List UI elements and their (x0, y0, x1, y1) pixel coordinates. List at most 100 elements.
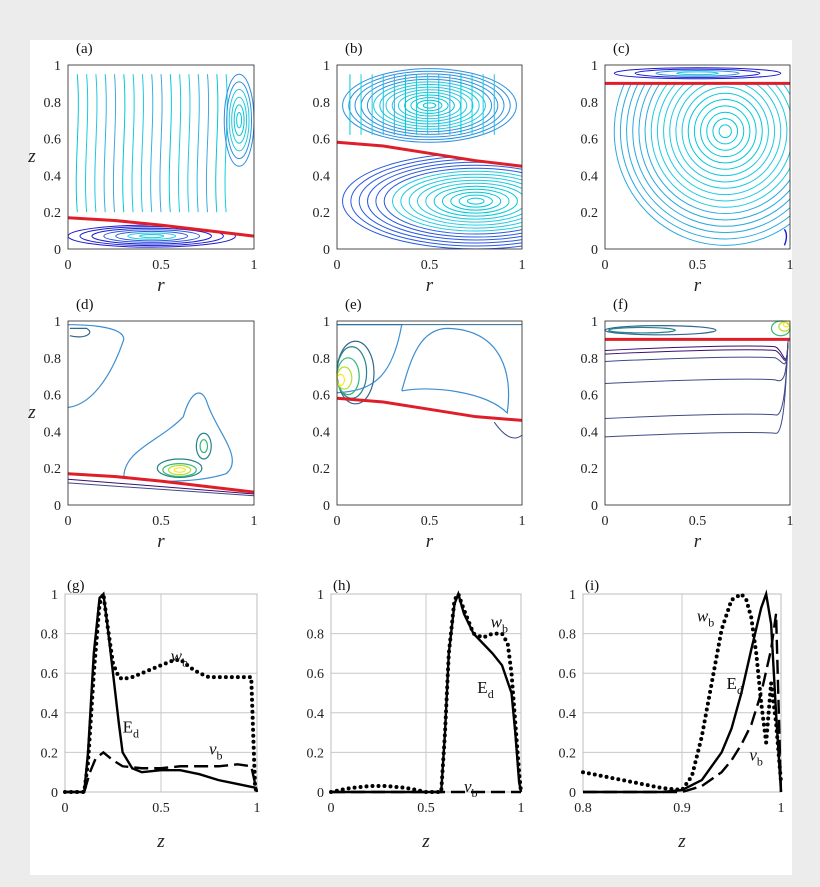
contour-line (410, 97, 449, 114)
contour-line (167, 464, 192, 476)
contour-line (123, 392, 233, 482)
contour-line (400, 173, 522, 229)
contour-line (634, 68, 761, 78)
y-tick-label: 0.2 (581, 462, 599, 477)
contour-line (122, 74, 126, 213)
x-tick-label: 0.5 (689, 258, 707, 273)
contour-line (422, 102, 437, 109)
series-line-Ed (583, 589, 783, 794)
contour-line (669, 83, 782, 189)
x-tick-label: 0.5 (689, 514, 707, 529)
contour-line (604, 339, 789, 361)
y-tick-label: 0.2 (44, 206, 62, 221)
y-tick-label: 0.8 (44, 352, 62, 367)
contour-line (342, 68, 517, 143)
y-tick-label: 0.6 (581, 133, 599, 148)
contour-line (348, 70, 511, 141)
series-label-sub: b (182, 655, 188, 669)
x-axis-label: r (157, 275, 165, 296)
x-tick-label: 1 (787, 258, 794, 273)
panel-label: (i) (585, 578, 599, 594)
contour-line (366, 78, 493, 133)
contour-line (441, 188, 510, 214)
series-line-wb (63, 593, 259, 794)
contour-line (604, 339, 789, 385)
contour-line (706, 111, 745, 151)
contour-line (608, 326, 676, 334)
series-line-Ed (65, 591, 258, 794)
x-tick-label: 0.5 (152, 514, 170, 529)
contour-line (195, 432, 212, 460)
y-tick-label: 1 (323, 59, 330, 74)
contour-line (103, 74, 107, 213)
contour-line (782, 321, 790, 328)
contour-line (85, 74, 89, 213)
x-tick-label: 0.5 (421, 514, 439, 529)
interface-line (336, 396, 523, 422)
series-label-base: E (727, 674, 737, 693)
series-label-base: w (171, 646, 183, 665)
contour-line (139, 234, 165, 239)
interface-line (336, 140, 523, 168)
series-label-sub: d (488, 687, 494, 701)
contour-line (156, 458, 203, 478)
panel-c: 0 0.2 0.4 0.6 0.8 1 0 0.5 1 r (c) (581, 41, 794, 296)
series-label-vb: vb (464, 777, 478, 800)
line-panels-background (30, 565, 792, 875)
y-tick-label: 0.6 (44, 389, 62, 404)
y-tick-label: 1 (323, 315, 330, 330)
y-tick-label: 0.8 (313, 352, 331, 367)
plot-area (337, 321, 522, 505)
panel-label: (d) (76, 297, 94, 313)
y-tick-label: 0 (591, 499, 598, 514)
contour-line (69, 327, 91, 338)
contour-line (168, 74, 172, 213)
y-tick-label: 0.4 (44, 425, 62, 440)
x-axis-label: z (156, 831, 165, 852)
series-line-wb (581, 591, 783, 793)
contour-line (67, 478, 255, 495)
interface-line (67, 472, 255, 494)
panel-label: (a) (76, 41, 93, 57)
y-tick-label: 0.6 (307, 667, 325, 682)
contour-line (67, 482, 255, 497)
x-tick-label: 0 (65, 514, 72, 529)
series-label-Ed: Ed (727, 674, 743, 697)
x-axis-label: r (694, 531, 702, 552)
contour-line (493, 421, 523, 439)
y-tick-label: 0.4 (313, 169, 331, 184)
series-label-sub: d (737, 683, 743, 697)
series-label-sub: b (472, 786, 478, 800)
axes-frame (64, 593, 258, 793)
x-tick-label: 0.5 (421, 258, 439, 273)
contour-line (103, 229, 201, 243)
x-tick-label: 0.5 (152, 258, 170, 273)
series-label-base: v (749, 745, 757, 764)
contour-line (401, 327, 510, 415)
contour-line (404, 94, 455, 117)
y-tick-label: 0.8 (581, 96, 599, 111)
series-label-vb: vb (209, 739, 223, 762)
y-tick-label: 0.2 (559, 746, 577, 761)
panel-label: (b) (345, 41, 363, 57)
contour-line (236, 112, 243, 129)
y-tick-label: 0.6 (559, 667, 577, 682)
contour-line (700, 105, 751, 158)
contour-line (178, 74, 182, 213)
x-axis-label: z (677, 831, 686, 852)
contour-line (91, 227, 212, 245)
contour-line (162, 463, 197, 478)
x-tick-label: 1 (519, 258, 526, 273)
y-tick-label: 0.6 (44, 133, 62, 148)
y-axis-label: z (27, 146, 36, 167)
contour-line (613, 67, 782, 80)
axes-frame (604, 320, 791, 506)
y-tick-label: 0 (317, 786, 324, 801)
contour-line (687, 92, 763, 170)
contour-line (712, 118, 739, 145)
contour-line (638, 83, 790, 221)
contour-line (383, 167, 522, 235)
series-label-base: w (697, 607, 709, 626)
